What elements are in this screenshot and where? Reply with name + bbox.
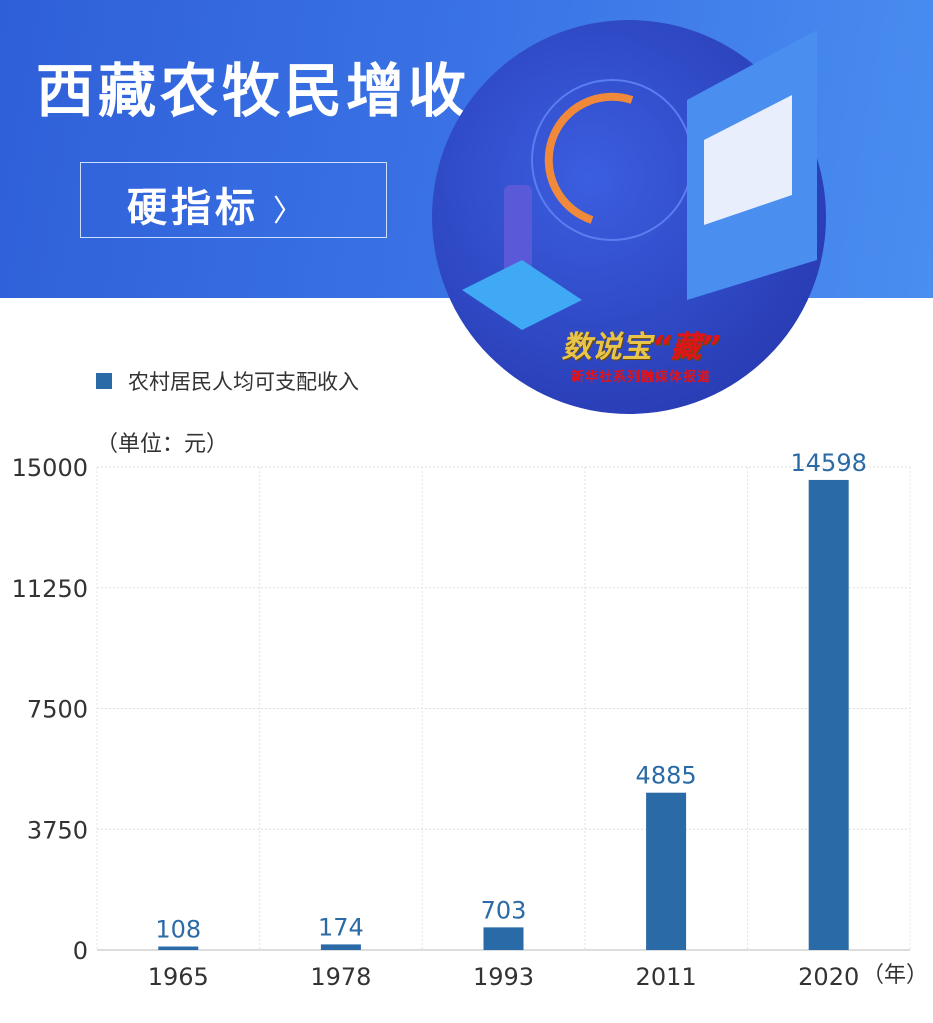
page-title: 西藏农牧民增收 xyxy=(36,57,471,125)
arc-icon xyxy=(544,92,634,224)
data-label: 108 xyxy=(155,916,201,944)
legend: 农村居民人均可支配收入 xyxy=(96,366,359,396)
data-label: 4885 xyxy=(636,762,697,790)
logo: 数说宝“藏” 新华社系列融媒体报道 xyxy=(561,330,721,385)
legend-swatch xyxy=(96,373,112,389)
bar xyxy=(808,479,849,950)
screen-icon xyxy=(704,95,792,225)
data-label: 174 xyxy=(318,913,364,941)
bar xyxy=(158,946,199,950)
x-tick-label: 2011 xyxy=(636,963,697,991)
hard-indicator-button[interactable]: 硬指标〉 xyxy=(80,162,387,238)
illustration-circle xyxy=(432,20,826,414)
button-label: 硬指标 xyxy=(127,185,259,231)
x-tick-label: 2020 xyxy=(798,963,859,991)
y-tick-label: 15000 xyxy=(12,454,88,482)
y-tick-label: 0 xyxy=(73,937,88,965)
y-axis-unit: （单位：元） xyxy=(96,432,229,457)
y-tick-label: 7500 xyxy=(27,696,88,724)
bar xyxy=(483,927,524,950)
legend-label: 农村居民人均可支配收入 xyxy=(128,370,359,394)
bar xyxy=(320,944,361,950)
x-tick-label: 1993 xyxy=(473,963,534,991)
person-icon xyxy=(504,185,532,275)
y-tick-label: 3750 xyxy=(27,816,88,844)
chevron-right-icon: 〉 xyxy=(273,194,307,229)
data-label: 14598 xyxy=(791,449,867,477)
y-tick-label: 11250 xyxy=(12,575,88,603)
platform-icon xyxy=(462,260,582,330)
data-screen-illustration xyxy=(462,30,817,330)
x-tick-label: 1978 xyxy=(310,963,371,991)
x-axis-unit: （年） xyxy=(862,963,928,988)
bar xyxy=(646,792,687,950)
x-tick-label: 1965 xyxy=(148,963,209,991)
data-label: 703 xyxy=(481,896,527,924)
